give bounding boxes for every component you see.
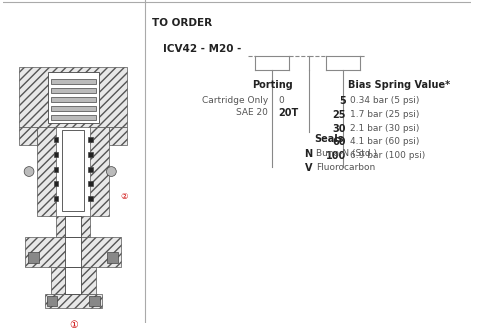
Text: 6.9 bar (100 psi): 6.9 bar (100 psi) (350, 151, 425, 160)
Bar (45, 294, 102, 308)
Bar (56, 215, 90, 237)
Text: Fluorocarbon: Fluorocarbon (316, 163, 376, 172)
Bar (51, 106, 96, 111)
Bar (90, 127, 109, 215)
Text: 1.7 bar (25 psi): 1.7 bar (25 psi) (350, 110, 419, 119)
Bar (88, 181, 93, 186)
Bar (88, 152, 93, 157)
Bar (108, 252, 118, 263)
Text: 4.1 bar (60 psi): 4.1 bar (60 psi) (350, 137, 419, 146)
Text: ①: ① (69, 320, 77, 330)
Bar (88, 167, 93, 172)
Bar (37, 127, 56, 215)
Bar (109, 127, 127, 145)
Bar (51, 79, 96, 83)
Text: Cartridge Only: Cartridge Only (202, 96, 268, 105)
Text: ICV42 - M20 -: ICV42 - M20 - (163, 44, 242, 54)
Bar (47, 296, 57, 306)
Text: Bias Spring Value*: Bias Spring Value* (348, 81, 450, 90)
Text: TO ORDER: TO ORDER (152, 17, 212, 28)
Bar (51, 87, 96, 92)
Text: SAE 20: SAE 20 (236, 108, 268, 117)
Text: V: V (305, 163, 312, 173)
Bar (25, 237, 121, 267)
Bar (54, 152, 58, 157)
Text: 20T: 20T (278, 108, 298, 118)
Bar (65, 267, 81, 294)
Bar (89, 296, 99, 306)
Bar (54, 196, 58, 201)
Text: Porting: Porting (252, 81, 293, 90)
Text: Buna-N (Std.): Buna-N (Std.) (316, 149, 377, 158)
Bar (54, 167, 58, 172)
Text: 2.1 bar (30 psi): 2.1 bar (30 psi) (350, 123, 419, 133)
Bar (63, 130, 84, 211)
Text: 30: 30 (333, 123, 346, 134)
Text: 60: 60 (333, 137, 346, 147)
Bar (54, 181, 58, 186)
Circle shape (24, 167, 34, 177)
Circle shape (107, 167, 116, 177)
Bar (51, 115, 96, 119)
Bar (65, 215, 81, 237)
Bar (65, 237, 81, 267)
Text: 0: 0 (278, 96, 284, 105)
Text: 5: 5 (339, 96, 346, 106)
Bar (51, 97, 96, 102)
Bar (19, 67, 127, 127)
Bar (88, 196, 93, 201)
Text: 100: 100 (326, 151, 346, 161)
Text: N: N (304, 149, 312, 159)
Text: 25: 25 (333, 110, 346, 120)
Bar (19, 127, 37, 145)
Bar (88, 137, 93, 142)
Bar (48, 72, 98, 122)
Text: 0.34 bar (5 psi): 0.34 bar (5 psi) (350, 96, 419, 105)
Text: Seals: Seals (315, 134, 344, 144)
Bar (28, 252, 39, 263)
Text: ②: ② (120, 191, 128, 201)
Bar (54, 137, 58, 142)
Bar (51, 267, 96, 294)
